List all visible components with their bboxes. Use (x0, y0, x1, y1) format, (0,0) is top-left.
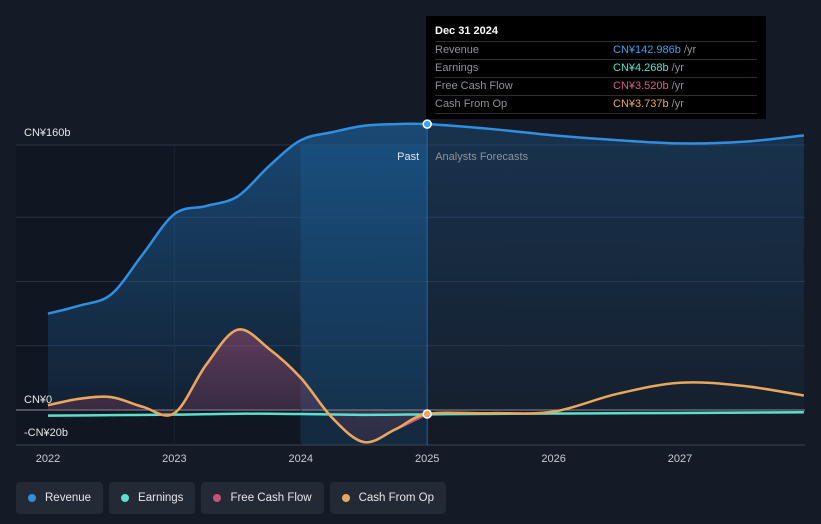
legend-label: Free Cash Flow (230, 492, 312, 504)
legend-dot-icon (28, 494, 36, 502)
legend-label: Revenue (45, 492, 92, 504)
x-tick-label: 2024 (289, 453, 313, 465)
past-label: Past (397, 151, 419, 163)
tooltip: Dec 31 2024 Revenue CN¥142.986b /yr Earn… (426, 16, 766, 119)
legend-label: Earnings (138, 492, 184, 504)
legend-dot-icon (341, 494, 350, 502)
tooltip-label: Revenue (435, 44, 480, 56)
tooltip-label: Free Cash Flow (435, 80, 513, 92)
chart: CN¥160b CN¥0 -CN¥20b Past Analysts Forecasts… (16, 119, 805, 465)
y-label-zero: CN¥0 (24, 394, 52, 406)
legend-item-cash-from-op[interactable]: Cash From Op (329, 482, 447, 514)
tooltip-row-earnings: Earnings CN¥4.268b /yr (435, 60, 757, 78)
tooltip-row-revenue: Revenue CN¥142.986b /yr (435, 42, 757, 60)
x-tick-label: 2025 (415, 453, 439, 465)
tooltip-unit: /yr (671, 62, 684, 74)
tooltip-row-free-cash-flow: Free Cash Flow CN¥3.520b /yr (435, 78, 757, 96)
legend-item-revenue[interactable]: Revenue (16, 482, 104, 514)
cash-from-op-line (47, 328, 805, 444)
tooltip-value: CN¥142.986b (613, 44, 681, 56)
revenue-area-past (48, 123, 428, 410)
tooltip-label: Earnings (435, 62, 479, 74)
tooltip-unit: /yr (671, 80, 684, 92)
cash-from-op-marker (422, 409, 432, 419)
y-label-top: CN¥160b (24, 127, 70, 139)
revenue-marker (422, 119, 432, 129)
tooltip-date: Dec 31 2024 (435, 24, 757, 42)
x-tick-label: 2023 (162, 453, 186, 465)
x-tick-label: 2022 (36, 453, 60, 465)
x-tick-label: 2026 (541, 453, 565, 465)
legend-dot-icon (121, 494, 130, 502)
tooltip-row-cash-from-op: Cash From Op CN¥3.737b /yr (435, 96, 757, 114)
tooltip-unit: /yr (671, 98, 684, 110)
tooltip-value: CN¥3.737b (613, 98, 669, 110)
legend: Revenue Earnings Free Cash Flow Cash Fro… (16, 482, 447, 514)
tooltip-unit: /yr (683, 44, 697, 56)
tooltip-value: CN¥3.520b (613, 80, 669, 92)
legend-dot-icon (213, 494, 222, 502)
revenue-line (47, 122, 805, 315)
y-label-bottom: -CN¥20b (24, 427, 68, 439)
legend-item-free-cash-flow[interactable]: Free Cash Flow (201, 482, 324, 514)
tooltip-label: Cash From Op (435, 98, 508, 110)
tooltip-value: CN¥4.268b (613, 62, 669, 74)
forecast-label: Analysts Forecasts (435, 151, 528, 163)
x-tick-label: 2027 (668, 453, 692, 465)
revenue-area-forecast (427, 124, 804, 410)
legend-item-earnings[interactable]: Earnings (109, 482, 196, 514)
legend-label: Cash From Op (358, 492, 435, 504)
